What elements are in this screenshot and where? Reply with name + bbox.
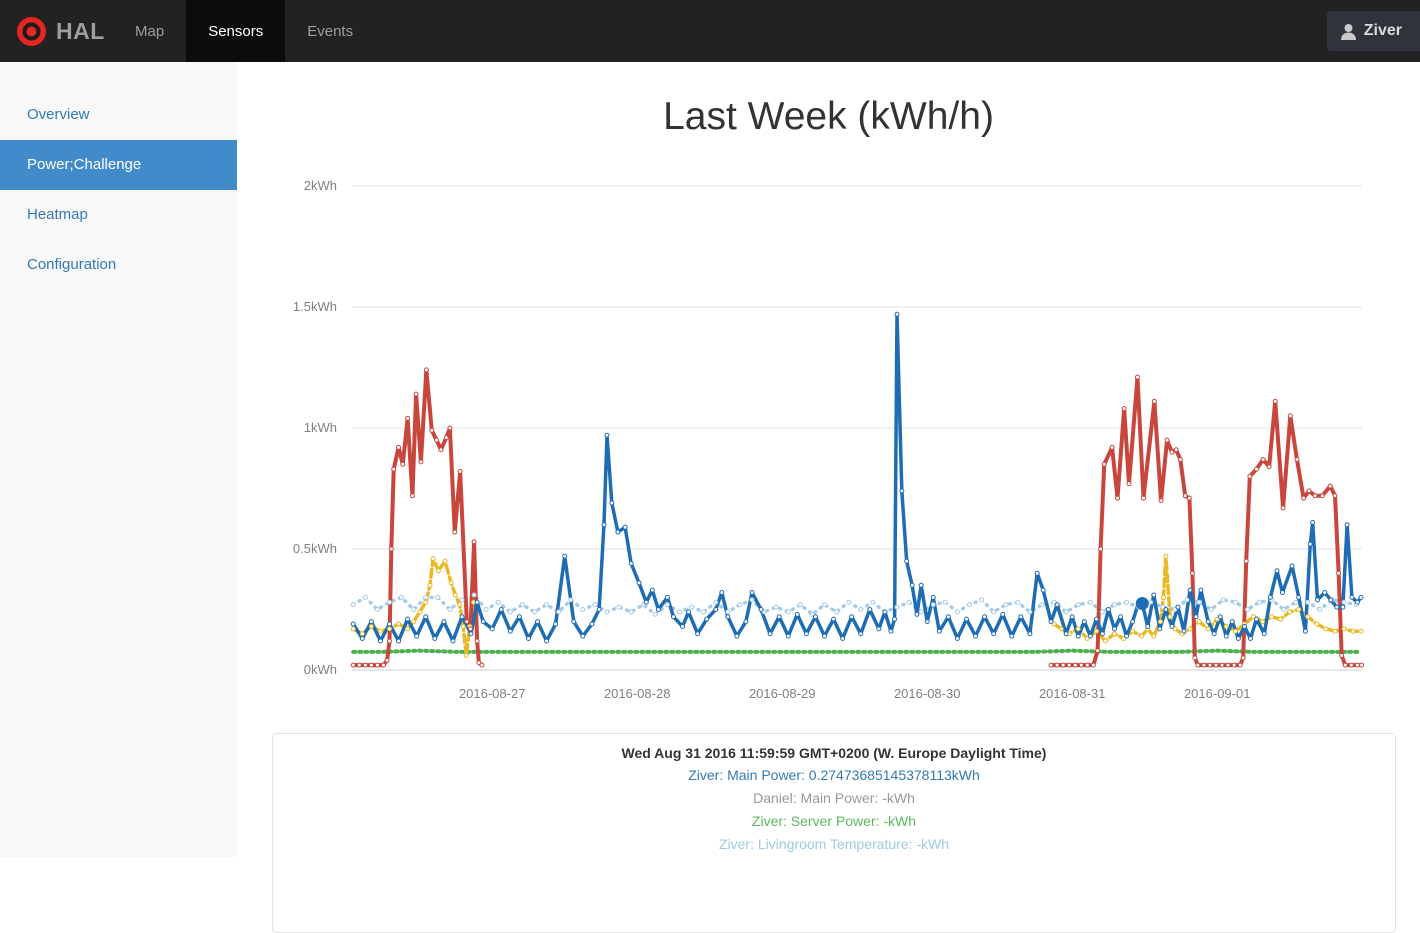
nav-item-map[interactable]: Map — [135, 22, 165, 40]
hal-logo-icon — [17, 16, 46, 46]
user-menu[interactable]: Ziver — [1326, 11, 1420, 51]
y-axis-tick: 1.5kWh — [292, 299, 337, 314]
chart[interactable]: 0kWh 0.5kWh 1kWh 1.5kWh 2kWh 2016-08-27 2016-0… — [237, 62, 1420, 722]
user-name: Ziver — [1363, 22, 1402, 39]
x-axis-tick: 2016-08-30 — [893, 686, 961, 701]
sidebar-item-heatmap[interactable]: Heatmap — [27, 206, 88, 223]
tooltip-timestamp: Wed Aug 31 2016 11:59:59 GMT+0200 (W. Eu… — [621, 745, 1047, 761]
sidebar: Overview Power;Challenge Heatmap Configu… — [0, 62, 237, 857]
tooltip-row-daniel-main-power: Daniel: Main Power: -kWh — [753, 790, 915, 806]
brand-text: HAL — [56, 17, 105, 44]
nav-item-events[interactable]: Events — [307, 22, 354, 40]
tooltip-row-ziver-server-power: Ziver: Server Power: -kWh — [751, 813, 917, 829]
top-navbar: HAL Map Sensors Events Ziver — [0, 0, 1420, 62]
tooltip-row-ziver-main-power: Ziver: Main Power: 0.27473685145378113kW… — [688, 767, 980, 783]
nav-item-sensors[interactable]: Sensors — [186, 0, 286, 62]
tooltip-row-ziver-livingroom-temperature: Ziver: Livingroom Temperature: -kWh — [718, 836, 950, 852]
user-icon — [1340, 23, 1356, 40]
y-axis-tick: 1kWh — [303, 420, 337, 435]
main-content: Last Week (kWh/h) 0kWh 0.5kWh 1kWh 1.5kWh 2k… — [237, 62, 1420, 933]
x-axis-tick: 2016-08-31 — [1038, 686, 1106, 701]
sidebar-item-configuration[interactable]: Configuration — [27, 256, 117, 273]
sidebar-item-power-challenge[interactable]: Power;Challenge — [0, 140, 237, 190]
y-axis-tick: 0kWh — [303, 662, 337, 677]
x-axis-tick: 2016-08-28 — [603, 686, 671, 701]
chart-tooltip-box: Wed Aug 31 2016 11:59:59 GMT+0200 (W. Eu… — [272, 733, 1396, 933]
chart-canvas — [350, 185, 1365, 671]
x-axis-tick: 2016-09-01 — [1183, 686, 1251, 701]
y-axis-tick: 0.5kWh — [292, 541, 337, 556]
chart-title: Last Week (kWh/h) — [663, 95, 994, 138]
sidebar-item-overview[interactable]: Overview — [27, 106, 90, 123]
main-nav: Map Sensors Events — [113, 0, 375, 62]
x-axis-tick: 2016-08-27 — [458, 686, 526, 701]
x-axis-tick: 2016-08-29 — [748, 686, 816, 701]
y-axis-tick: 2kWh — [303, 178, 337, 193]
brand[interactable]: HAL — [16, 0, 105, 62]
